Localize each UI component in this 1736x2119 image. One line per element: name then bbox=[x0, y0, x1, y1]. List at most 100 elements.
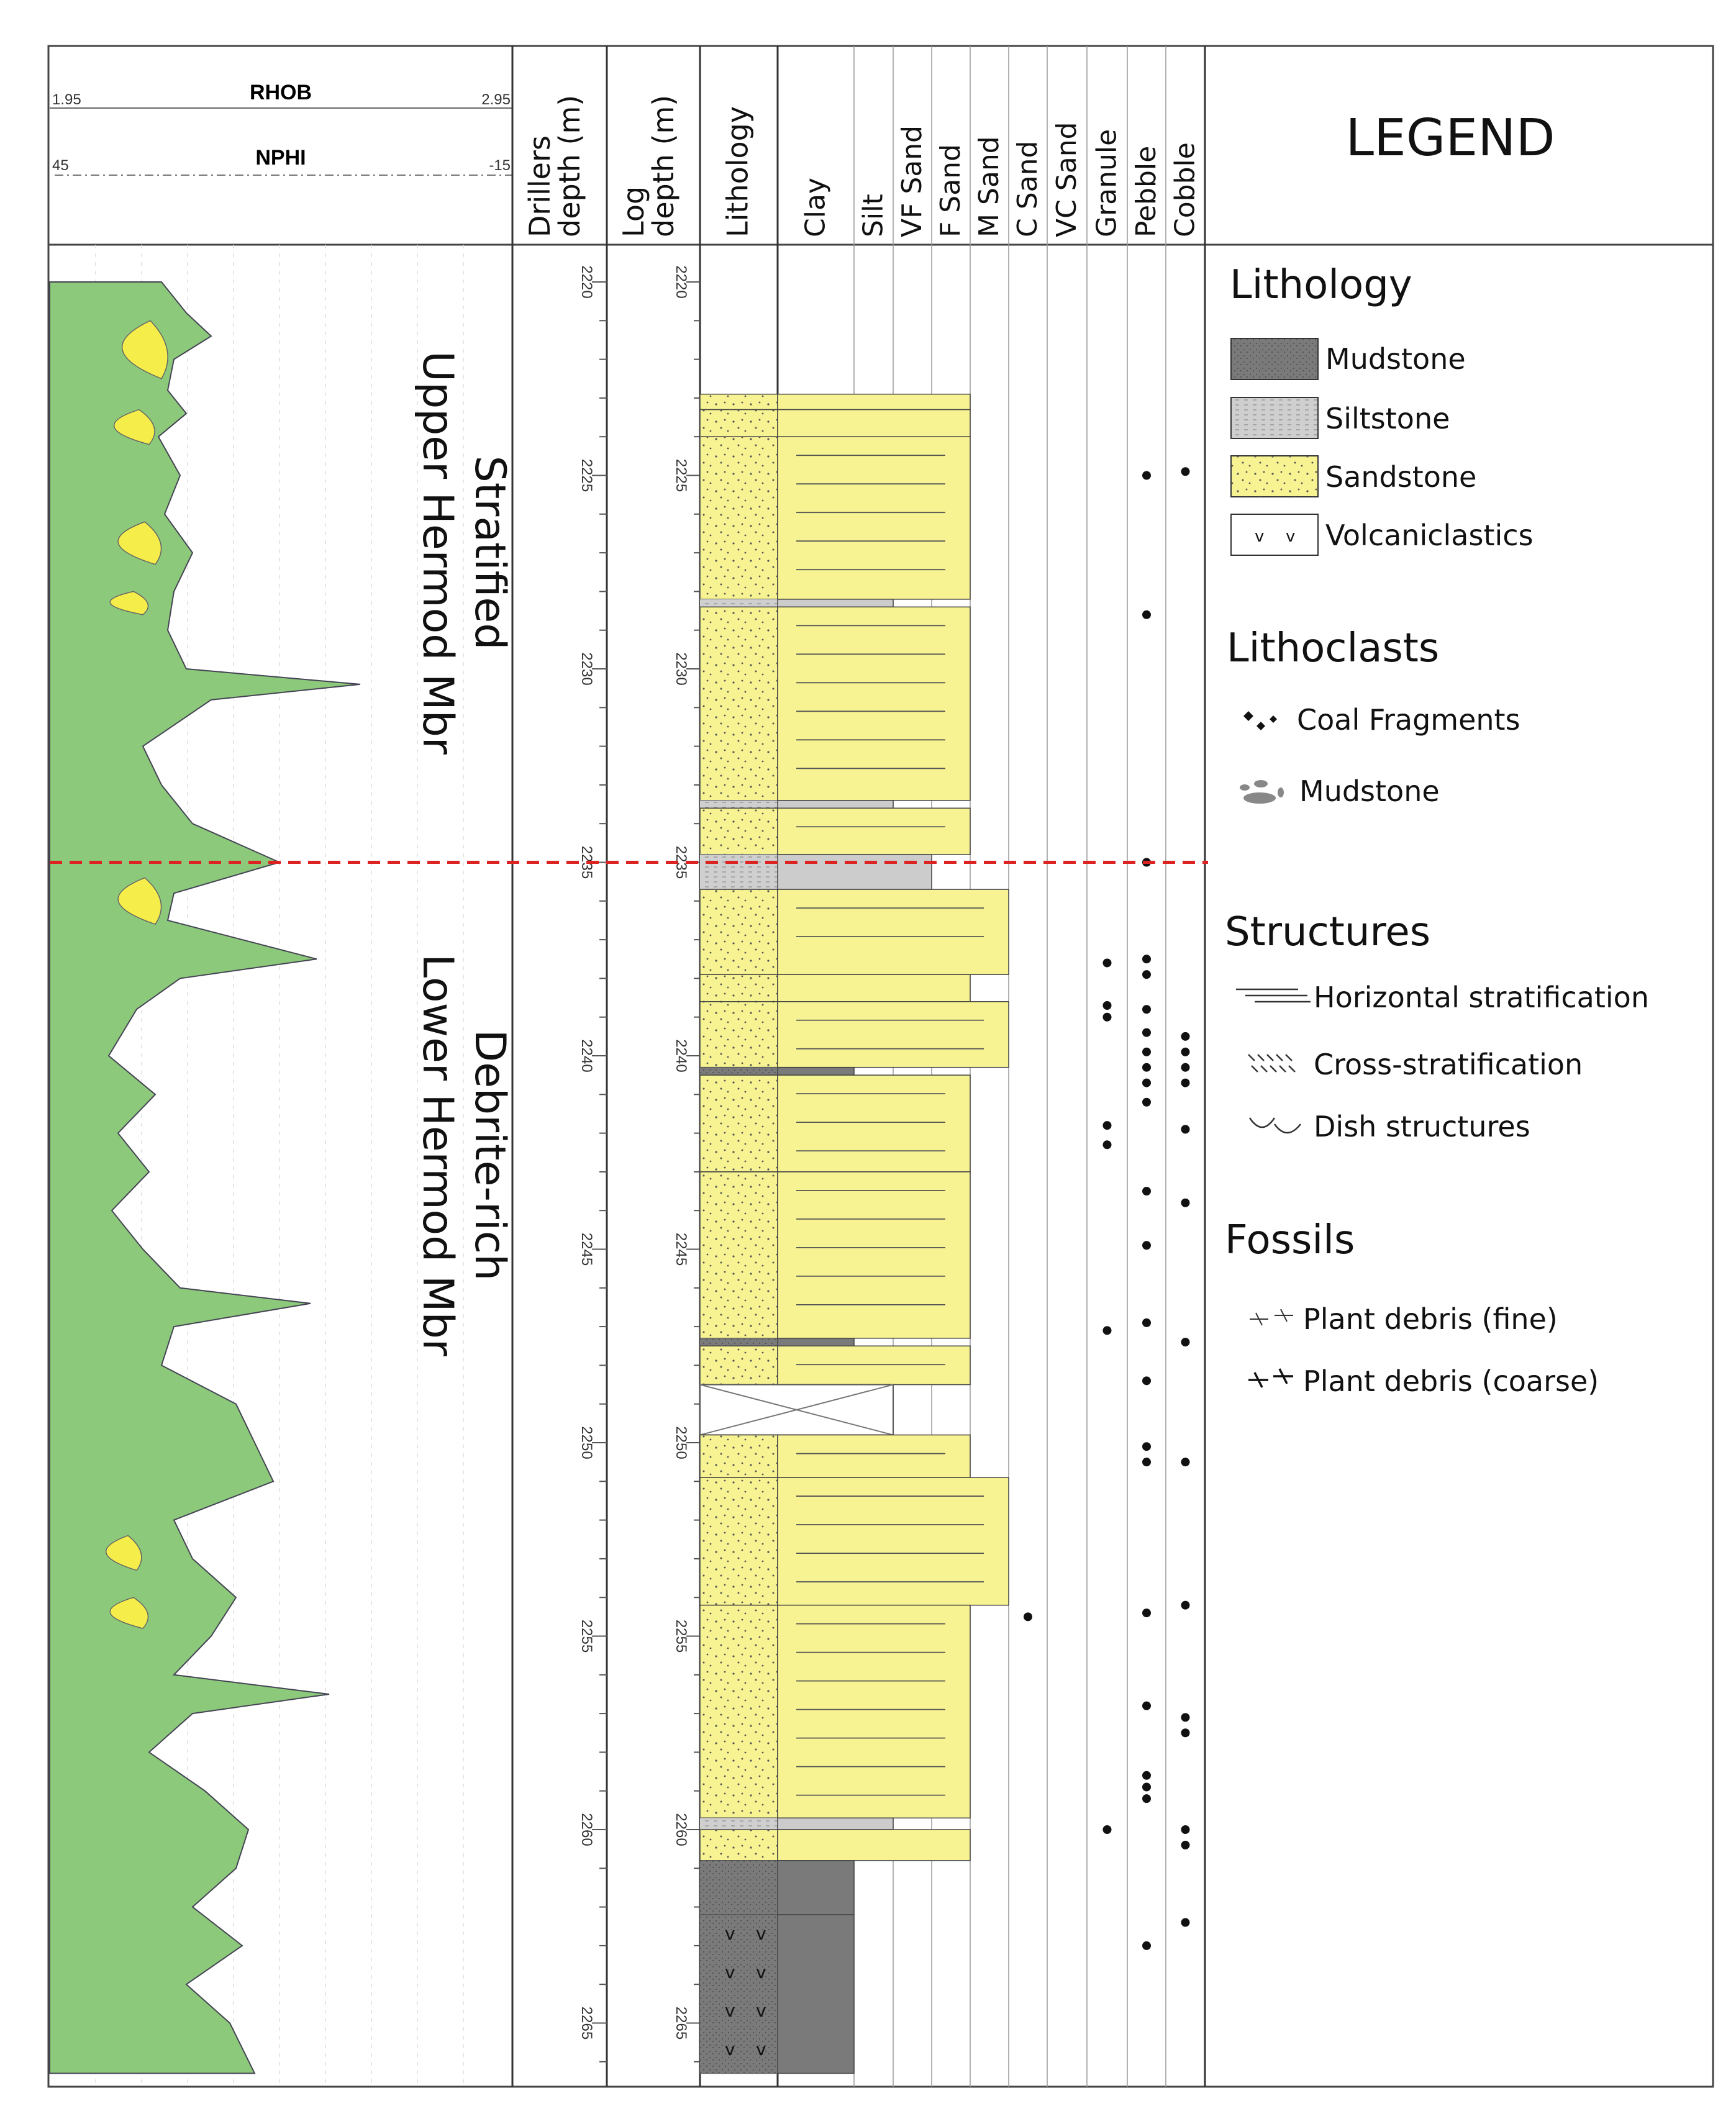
bed bbox=[699, 974, 971, 1002]
grain-dot bbox=[1181, 1713, 1190, 1722]
depth-label-text: 2220 bbox=[578, 265, 595, 298]
depth-label-text: 2220 bbox=[673, 265, 689, 298]
bed bbox=[699, 1434, 971, 1478]
grain-dot bbox=[1142, 1028, 1151, 1037]
column-header: F Sand bbox=[935, 144, 966, 237]
bed bbox=[699, 1829, 971, 1861]
depth-label: 2225 bbox=[673, 459, 689, 492]
bed bbox=[699, 1604, 971, 1819]
grain-dot bbox=[1142, 970, 1151, 979]
bed bbox=[699, 889, 1009, 975]
depth-label: 2265 bbox=[578, 2007, 595, 2040]
depth-label-text: 2250 bbox=[673, 1426, 689, 1459]
grain-dot bbox=[1102, 1001, 1112, 1010]
column-header-text: depth (m) bbox=[647, 95, 680, 237]
column-header: Pebble bbox=[1130, 146, 1162, 237]
mudstone-swatch bbox=[1230, 338, 1319, 380]
bed bbox=[699, 1477, 1009, 1606]
mudstone-clast-icon bbox=[1240, 780, 1284, 804]
legend-heading-lithology: Lithology bbox=[1230, 262, 1412, 308]
coal-fragments-icon bbox=[1243, 711, 1277, 730]
grain-dot bbox=[1181, 1825, 1190, 1834]
log-track-header: RHOB 1.95 2.95 NPHI 45 -15 bbox=[50, 81, 512, 176]
column-header-text: C Sand bbox=[1012, 141, 1043, 237]
grain-dot bbox=[1142, 1794, 1151, 1804]
grain-dot bbox=[1102, 1326, 1112, 1335]
depth-label: 2225 bbox=[578, 459, 595, 492]
svg-text:v: v bbox=[756, 2039, 766, 2059]
svg-text:v: v bbox=[756, 2000, 766, 2021]
depth-label: 2240 bbox=[673, 1039, 689, 1072]
depth-label: 2265 bbox=[673, 2007, 689, 2040]
grain-dot bbox=[1142, 1047, 1151, 1056]
legend-item-plant-debris-fine: Plant debris (fine) bbox=[1303, 1302, 1558, 1336]
column-header-text: Cobble bbox=[1170, 142, 1201, 237]
depth-label-text: 2260 bbox=[673, 1813, 689, 1846]
sedimentary-log: v vv vv vv v bbox=[699, 393, 1009, 2074]
grain-dot bbox=[1102, 1121, 1112, 1130]
grain-dot bbox=[1181, 1600, 1190, 1610]
plant-debris-fine-icon bbox=[1250, 1309, 1293, 1326]
depth-label-text: 2250 bbox=[578, 1426, 595, 1459]
grain-dot bbox=[1181, 1047, 1190, 1056]
unit-label-lower: Debrite-rich Lower Hermod Mbr bbox=[413, 954, 514, 1356]
nphi-min: 45 bbox=[52, 157, 69, 174]
svg-text:v: v bbox=[1255, 527, 1264, 546]
grain-dot bbox=[1142, 1318, 1151, 1327]
grain-dot bbox=[1142, 1097, 1151, 1107]
legend-item-plant-debris-coarse: Plant debris (coarse) bbox=[1303, 1364, 1599, 1398]
grain-dot bbox=[1102, 1825, 1112, 1834]
column-header: Cobble bbox=[1170, 142, 1201, 237]
depth-label: 2260 bbox=[673, 1813, 689, 1846]
legend-title: LEGEND bbox=[1345, 109, 1555, 168]
legend-item-volcaniclastics: Volcaniclastics bbox=[1325, 519, 1534, 552]
svg-text:v: v bbox=[1286, 527, 1295, 546]
grain-dot bbox=[1142, 1771, 1151, 1780]
yellow-log-fill bbox=[122, 320, 168, 379]
sandstone-swatch bbox=[1230, 455, 1319, 497]
rhob-label: RHOB bbox=[250, 81, 312, 104]
grain-dot bbox=[1142, 610, 1151, 619]
nphi-label: NPHI bbox=[255, 146, 306, 170]
grain-dot bbox=[1142, 1005, 1151, 1014]
svg-text:v: v bbox=[725, 2000, 735, 2021]
column-header-text: VF Sand bbox=[896, 125, 928, 237]
unit-label-upper: Stratified Upper Hermod Mbr bbox=[413, 351, 514, 755]
grain-dot bbox=[1181, 1063, 1190, 1072]
figure-frame bbox=[47, 45, 1714, 2088]
bed bbox=[699, 393, 971, 411]
grain-dot bbox=[1142, 1376, 1151, 1386]
column-header-text: Silt bbox=[858, 194, 889, 237]
bed bbox=[699, 1860, 855, 1915]
legend-item-mudstone: Mudstone bbox=[1325, 342, 1466, 376]
bed bbox=[699, 854, 932, 890]
depth-label: 2250 bbox=[673, 1426, 689, 1459]
bed bbox=[699, 1074, 971, 1173]
bed bbox=[699, 1338, 855, 1347]
bed bbox=[699, 800, 894, 809]
column-header: Granule bbox=[1091, 129, 1123, 237]
grain-dot bbox=[1142, 471, 1151, 480]
grain-dot bbox=[1142, 1442, 1151, 1451]
depth-label: 2245 bbox=[673, 1233, 689, 1266]
column-header-text: Lithology bbox=[721, 106, 755, 237]
legend-heading-lithoclasts: Lithoclasts bbox=[1227, 625, 1439, 671]
bed bbox=[699, 807, 971, 855]
depth-label-text: 2260 bbox=[578, 1813, 595, 1846]
grain-dot bbox=[1142, 1941, 1151, 1950]
column-header-text: Pebble bbox=[1130, 146, 1162, 237]
depth-label: 2255 bbox=[673, 1620, 689, 1653]
grain-dot bbox=[1024, 1612, 1032, 1622]
column-header: M Sand bbox=[973, 136, 1005, 237]
grain-dot bbox=[1181, 1840, 1190, 1849]
bed bbox=[699, 1384, 894, 1436]
yellow-log-fill bbox=[109, 1597, 149, 1629]
legend-item-cross-stratification: Cross-stratification bbox=[1314, 1048, 1583, 1081]
bed bbox=[699, 1817, 894, 1830]
grain-dot bbox=[1142, 1187, 1151, 1196]
depth-label: 2220 bbox=[578, 265, 595, 298]
svg-text:v: v bbox=[756, 1962, 766, 1982]
depth-label: 2240 bbox=[578, 1039, 595, 1072]
